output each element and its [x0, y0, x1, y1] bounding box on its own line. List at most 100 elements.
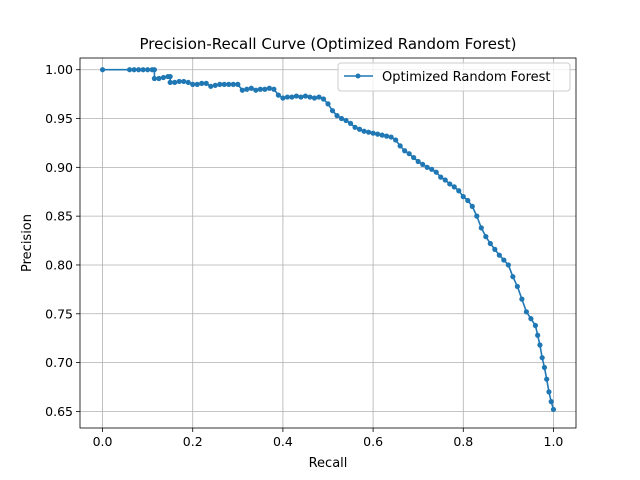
- data-point: [266, 85, 272, 91]
- data-point: [487, 240, 493, 247]
- data-point: [397, 143, 403, 149]
- data-point: [415, 158, 421, 165]
- data-point: [343, 117, 349, 124]
- data-point: [235, 81, 241, 87]
- data-point: [289, 94, 295, 100]
- data-point: [550, 406, 557, 413]
- y-tick-label: 0.95: [45, 111, 73, 126]
- data-point: [451, 184, 457, 190]
- data-point: [456, 188, 462, 194]
- data-point: [496, 252, 502, 258]
- data-point: [338, 115, 345, 122]
- chart-title: Precision-Recall Curve (Optimized Random…: [139, 35, 516, 53]
- data-point: [469, 203, 475, 209]
- data-point: [275, 92, 281, 98]
- data-point: [370, 130, 376, 136]
- data-point: [194, 81, 200, 87]
- data-point: [505, 262, 511, 268]
- data-point: [320, 96, 327, 102]
- data-point: [411, 154, 417, 161]
- x-tick-label: 0.2: [183, 434, 203, 449]
- data-point: [361, 128, 367, 134]
- data-point: [248, 85, 254, 91]
- data-point: [253, 87, 259, 93]
- data-point: [167, 79, 173, 86]
- x-axis-ticks: 0.0 0.2 0.4 0.6 0.8 1.0: [93, 428, 563, 449]
- data-point: [325, 101, 331, 107]
- data-point: [145, 67, 151, 73]
- data-point: [492, 246, 498, 252]
- data-point: [172, 79, 178, 86]
- data-point: [140, 67, 146, 73]
- data-point: [379, 132, 385, 138]
- y-axis-label: Precision: [20, 214, 35, 272]
- data-point: [226, 81, 232, 87]
- data-point: [271, 86, 277, 92]
- data-point: [535, 332, 541, 338]
- y-tick-label: 0.70: [45, 355, 73, 370]
- data-point: [388, 134, 394, 140]
- y-tick-label: 1.00: [45, 62, 73, 77]
- data-point: [447, 181, 453, 187]
- data-point: [384, 133, 390, 139]
- data-point: [375, 131, 381, 137]
- data-point: [257, 86, 263, 92]
- data-point: [230, 81, 236, 87]
- data-point: [151, 67, 157, 73]
- x-tick-label: 0.8: [453, 434, 473, 449]
- data-point: [307, 94, 313, 100]
- data-point: [514, 283, 520, 290]
- y-tick-label: 0.65: [45, 404, 73, 419]
- legend-marker-swatch: [355, 73, 361, 79]
- data-point: [483, 234, 489, 240]
- data-point: [316, 94, 322, 100]
- data-point: [465, 197, 471, 204]
- y-tick-label: 0.75: [45, 306, 73, 321]
- data-point: [298, 94, 304, 100]
- data-point: [406, 151, 412, 157]
- data-point: [208, 83, 214, 89]
- data-point: [239, 87, 245, 93]
- data-point: [329, 108, 336, 114]
- data-point: [167, 73, 173, 80]
- data-point: [523, 309, 530, 315]
- data-point: [127, 67, 133, 73]
- data-point: [203, 80, 209, 86]
- x-tick-label: 0.6: [363, 434, 383, 449]
- y-tick-label: 0.80: [45, 257, 73, 272]
- data-point: [293, 93, 300, 99]
- data-point: [420, 161, 426, 168]
- data-point: [334, 113, 340, 119]
- legend: Optimized Random Forest: [337, 62, 571, 92]
- legend-label: Optimized Random Forest: [382, 70, 551, 85]
- data-point: [347, 120, 354, 127]
- data-point: [217, 81, 223, 87]
- data-point: [284, 94, 291, 100]
- data-point: [190, 81, 196, 87]
- data-point: [244, 86, 250, 92]
- data-point: [181, 78, 187, 85]
- data-point: [99, 67, 106, 73]
- data-point: [537, 342, 543, 348]
- data-point: [176, 78, 182, 85]
- data-point: [302, 93, 309, 99]
- y-axis-ticks: 0.65 0.70 0.75 0.80 0.85 0.90 0.95 1.00: [45, 62, 80, 419]
- data-point: [544, 376, 550, 382]
- data-point: [474, 213, 480, 219]
- data-point: [311, 95, 318, 101]
- data-series: [99, 67, 557, 413]
- data-point: [136, 67, 142, 73]
- data-point: [548, 399, 554, 405]
- data-point: [546, 389, 552, 395]
- x-tick-label: 0.0: [93, 434, 113, 449]
- data-point: [429, 166, 435, 172]
- data-point: [356, 126, 363, 132]
- data-point: [478, 225, 484, 231]
- data-point: [199, 80, 205, 86]
- data-point: [393, 137, 399, 143]
- data-point: [438, 174, 444, 180]
- data-point: [442, 177, 448, 183]
- grid-lines: [80, 58, 576, 428]
- data-point: [185, 79, 191, 86]
